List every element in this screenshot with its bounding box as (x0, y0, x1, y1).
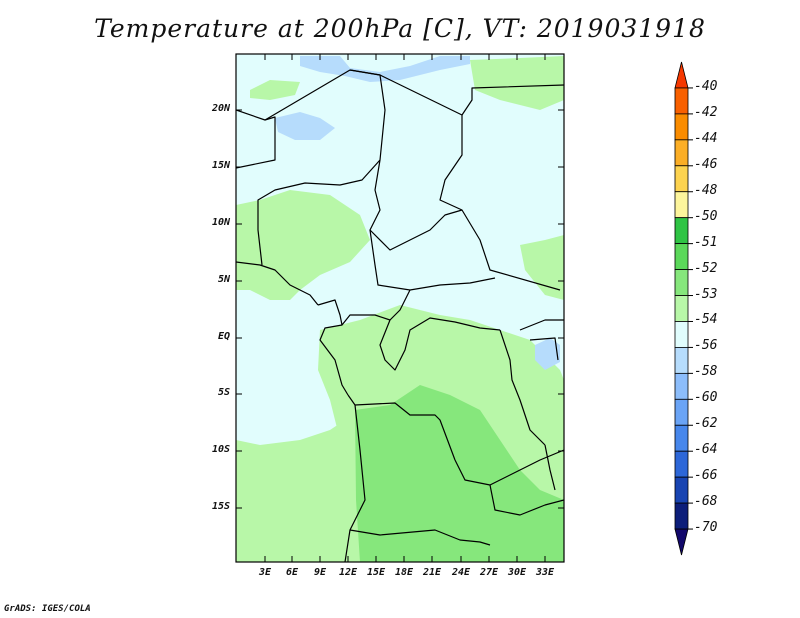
colorbar-label: -62 (694, 416, 718, 432)
colorbar-label: -64 (694, 442, 718, 458)
longitude-label: 21E (422, 567, 442, 578)
latitude-label: 20N (211, 103, 230, 114)
colorbar-swatch (674, 476, 689, 504)
temperature-band-53-west (236, 190, 370, 300)
latitude-ticks (236, 109, 564, 509)
colorbar-label: -50 (694, 208, 718, 224)
colorbar-label: -70 (694, 520, 718, 536)
latitude-label: 15S (211, 501, 230, 512)
colorbar-swatch (674, 269, 689, 296)
longitude-label: 6E (285, 567, 299, 578)
temperature-band-53-northwest (250, 80, 300, 100)
colorbar-swatch (674, 243, 689, 270)
longitude-ticks (264, 54, 546, 562)
longitude-label: 24E (451, 567, 471, 578)
temperature-band-56-east (535, 338, 560, 370)
colorbar-swatch (674, 113, 689, 141)
colorbar-label: -58 (694, 364, 718, 380)
colorbar-label: -52 (694, 260, 718, 276)
colorbar-label: -53 (694, 286, 718, 302)
colorbar-swatch (674, 139, 689, 167)
colorbar-swatch (674, 528, 689, 556)
longitude-label: 27E (479, 567, 499, 578)
latitude-label: 5S (217, 387, 230, 398)
colorbar-label: -68 (694, 494, 718, 510)
colorbar-swatch (674, 61, 689, 89)
temperature-band-53-east (520, 235, 564, 300)
colorbar-swatch (674, 398, 689, 426)
longitude-label: 9E (313, 567, 327, 578)
colorbar-label: -56 (694, 338, 718, 354)
latitude-label: 5N (217, 274, 230, 285)
colorbar-swatch (674, 347, 689, 374)
longitude-label: 15E (366, 567, 386, 578)
colorbar-label: -44 (694, 130, 718, 146)
temperature-band-56-northwest (275, 112, 335, 140)
longitude-label: 3E (258, 567, 272, 578)
map-title: Temperature at 200hPa [C], VT: 201903191… (94, 14, 706, 43)
colorbar-swatch (674, 191, 689, 219)
temperature-band-56-north (300, 56, 470, 82)
map-frame (235, 53, 565, 563)
colorbar-swatch (674, 321, 689, 348)
colorbar-swatch (674, 165, 689, 193)
colorbar-label: -54 (694, 312, 718, 328)
colorbar-swatch (674, 217, 689, 245)
colorbar-label: -66 (694, 468, 718, 484)
colorbar-label: -40 (694, 78, 718, 94)
latitude-label: EQ (217, 331, 230, 342)
colorbar-swatch (674, 372, 689, 400)
longitude-label: 30E (507, 567, 527, 578)
longitude-label: 33E (535, 567, 555, 578)
grads-credit: GrADS: IGES/COLA (4, 604, 91, 614)
colorbar-label: -48 (694, 182, 718, 198)
longitude-label: 18E (394, 567, 414, 578)
temperature-band-52-southeast (480, 505, 564, 562)
colorbar-label: -60 (694, 390, 718, 406)
temperature-band-53-southwest (236, 420, 350, 562)
colorbar-label: -51 (694, 234, 718, 250)
colorbar-swatch (674, 87, 689, 115)
latitude-label: 15N (211, 160, 230, 171)
colorbar-label: -46 (694, 156, 718, 172)
temperature-band-53-north (470, 56, 564, 110)
latitude-label: 10S (211, 444, 230, 455)
colorbar-swatch (674, 295, 689, 322)
colorbar-label: -42 (694, 104, 718, 120)
colorbar-swatch (674, 424, 689, 452)
colorbar-swatch (674, 502, 689, 530)
latitude-label: 10N (211, 217, 230, 228)
longitude-label: 12E (338, 567, 358, 578)
colorbar-swatch (674, 450, 689, 478)
country-borders (236, 69, 564, 562)
